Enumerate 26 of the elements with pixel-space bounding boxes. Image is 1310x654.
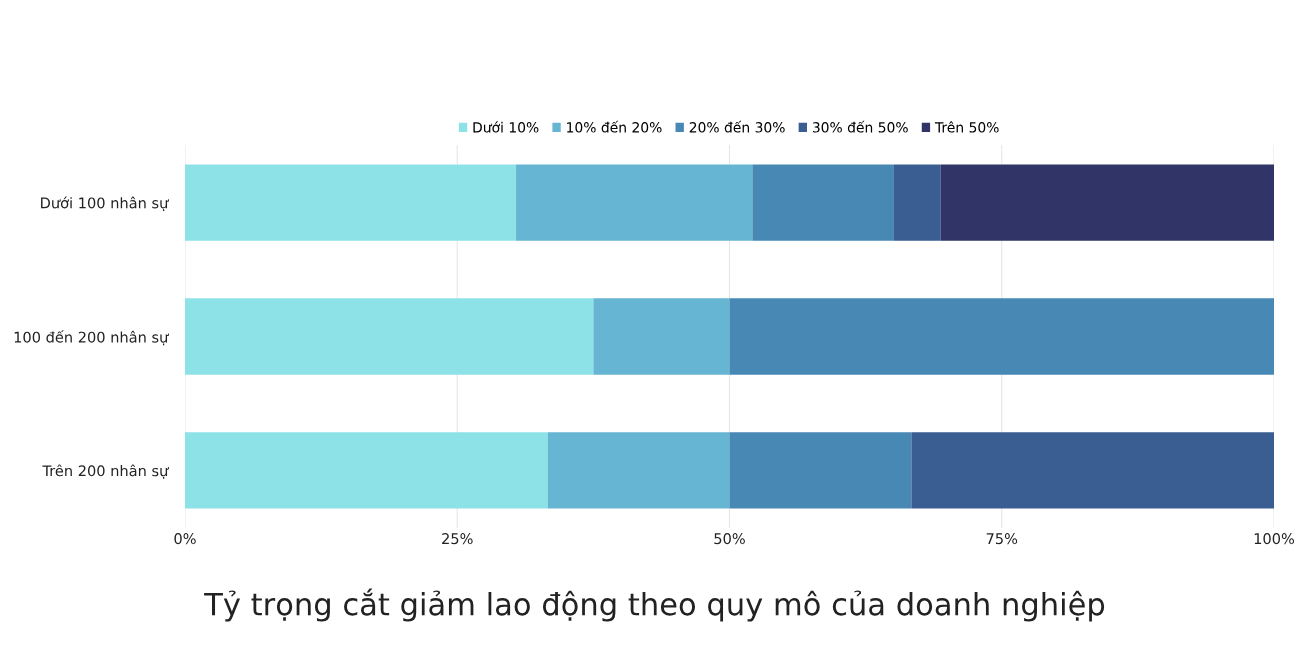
y-tick-label: Trên 200 nhân sự [42, 464, 169, 479]
bar [185, 432, 548, 509]
bar [185, 298, 594, 375]
bar [911, 432, 1274, 509]
bar [893, 164, 941, 241]
bar [752, 164, 894, 241]
x-tick-label: 75% [986, 533, 1018, 545]
bar [940, 164, 1274, 241]
legend-label: 10% đến 20% [567, 120, 662, 133]
x-tick-label: 100% [1254, 533, 1295, 545]
legend-label: 20% đến 30% [689, 120, 785, 133]
legend-label: 30% đến 50% [812, 120, 908, 133]
bar [729, 298, 1274, 375]
bar [516, 164, 753, 241]
legend-label: Dưới 10% [473, 121, 539, 133]
x-tick-label: 25% [442, 533, 473, 545]
x-tick-label: 50% [714, 533, 745, 545]
bar [547, 432, 730, 509]
legend-label: Trên 50% [934, 121, 999, 133]
x-tick-label: 0% [174, 533, 196, 545]
y-tick-label: Dưới 100 nhân sự [41, 196, 169, 211]
bar [593, 298, 730, 375]
text: Tỷ trọng cắt giảm lao động theo quy mô của doanh nghiệp [204, 588, 1105, 622]
bar [729, 432, 912, 509]
y-tick-label: 100 đến 200 nhân sự [14, 330, 169, 346]
bar [185, 164, 517, 241]
